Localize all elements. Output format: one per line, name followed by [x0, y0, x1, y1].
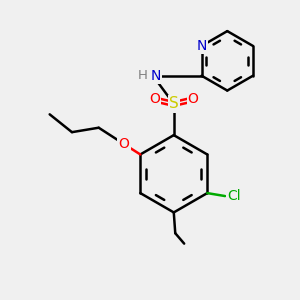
Text: O: O [188, 92, 199, 106]
Text: H: H [138, 69, 148, 82]
Text: O: O [118, 137, 129, 151]
Text: S: S [169, 96, 179, 111]
Text: N: N [196, 39, 207, 53]
Text: Cl: Cl [227, 189, 241, 203]
Text: O: O [149, 92, 160, 106]
Text: N: N [150, 69, 161, 83]
